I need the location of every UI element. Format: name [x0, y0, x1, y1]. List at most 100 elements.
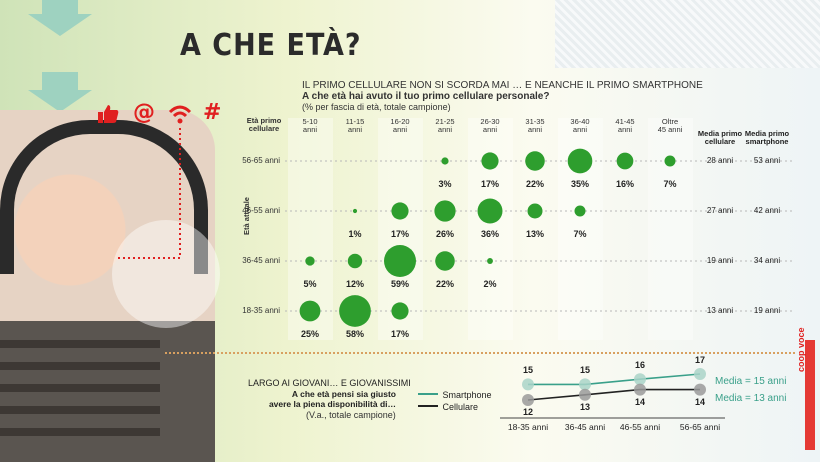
chart-question: A che età hai avuto il tuo primo cellula…	[302, 91, 550, 102]
chart-note: (% per fascia di età, totale campione)	[302, 102, 451, 112]
point-label: 16	[634, 360, 645, 371]
row-label: 36-45 anni	[242, 256, 280, 265]
column-header-line: Oltre	[661, 117, 679, 126]
column-header: 21-25 anni	[425, 118, 465, 134]
hashtag-icon: #	[203, 100, 222, 125]
media-cellulare: Media = 13 anni	[715, 393, 787, 404]
arrow-down-icon	[28, 72, 92, 112]
bubble	[567, 148, 593, 174]
bottom-question: A che età pensi sia giusto avere la pien…	[248, 389, 396, 409]
bubble	[384, 245, 416, 277]
series-point	[579, 388, 591, 401]
top-pattern	[555, 0, 820, 68]
column-header-line: anni	[572, 125, 588, 134]
point-label: 13	[579, 401, 590, 412]
bubble	[525, 151, 545, 171]
bubble-value: 12%	[345, 279, 364, 289]
legend-cellulare: Cellulare	[418, 397, 478, 415]
bubble	[391, 202, 409, 220]
bubble	[339, 295, 371, 327]
x-tick-label: 46-55 anni	[619, 422, 661, 432]
bubble-value: 22%	[525, 179, 544, 189]
media-cellulare-value: 27 anni	[706, 206, 734, 215]
point-label: 17	[694, 355, 705, 365]
column-header: 5-10 anni	[290, 118, 330, 134]
column-header-line: 26-30	[480, 117, 500, 126]
at-icon: @	[133, 100, 155, 125]
bubble-value: 17%	[480, 179, 499, 189]
bubble-value: 16%	[615, 179, 634, 189]
bubble-value: 36%	[480, 229, 499, 239]
media-cellulare-value: 28 anni	[706, 156, 734, 165]
series-point	[634, 383, 646, 396]
bubble	[664, 155, 676, 167]
column-header-line: 16-20	[390, 117, 410, 126]
bubble	[574, 205, 586, 217]
legend-smartphone: Smartphone	[418, 385, 491, 403]
bubble	[527, 203, 543, 219]
average-header-line: Media primo	[744, 129, 790, 138]
series-line-smartphone	[528, 373, 701, 386]
bubble-value: 13%	[525, 229, 544, 239]
bubble	[487, 258, 493, 264]
brand-bar	[805, 340, 815, 450]
x-tick-label: 36-45 anni	[564, 422, 606, 432]
point-label: 15	[579, 365, 590, 376]
bubble	[391, 302, 409, 320]
bubble	[352, 208, 358, 214]
bubble-value: 2%	[483, 279, 497, 289]
column-header-line: 36-40	[570, 117, 590, 126]
bubble-value: 7%	[573, 229, 587, 239]
bubble-value: 26%	[435, 229, 454, 239]
highlight-circle	[112, 220, 220, 328]
media-cellulare-value: 19 anni	[706, 256, 734, 265]
bubble	[435, 251, 455, 271]
bubble	[299, 300, 321, 322]
bubble-value: 3%	[438, 179, 452, 189]
section-divider	[165, 352, 795, 354]
column-header: 31-35 anni	[515, 118, 555, 134]
bubble-value: 1%	[348, 229, 362, 239]
media-smartphone-value: 34 anni	[753, 256, 781, 265]
series-point	[694, 368, 706, 380]
thumbs-up-icon	[98, 104, 120, 130]
media-cellulare-value: 13 anni	[706, 306, 734, 315]
column-header-line: 31-35	[525, 117, 545, 126]
bubble-value: 17%	[390, 229, 409, 239]
column-header-line: anni	[527, 125, 543, 134]
column-axis-label: Età primo cellulare	[246, 116, 282, 133]
bubble-value: 58%	[345, 329, 364, 339]
x-tick-label: 56-65 anni	[679, 422, 721, 432]
x-tick-label: 18-35 anni	[507, 422, 549, 432]
legend-cellulare-swatch	[418, 404, 438, 407]
point-label: 15	[522, 365, 533, 376]
series-point	[634, 373, 646, 386]
legend-smartphone-swatch	[418, 392, 438, 395]
series-point	[522, 378, 534, 391]
bubble	[441, 157, 449, 165]
series-point	[522, 394, 534, 406]
point-label: 14	[694, 396, 705, 407]
row-label: 56-65 anni	[242, 156, 280, 165]
average-header-line: cellulare	[704, 137, 736, 146]
column-header-line: 45 anni	[657, 125, 683, 134]
bubble	[616, 152, 634, 170]
series-point	[579, 378, 591, 391]
bubble	[434, 200, 456, 222]
bubble-value: 7%	[663, 179, 677, 189]
column-header-line: anni	[347, 125, 363, 134]
column-header: 26-30 anni	[470, 118, 510, 134]
average-header-line: Media primo	[697, 129, 743, 138]
column-header-line: 41-45	[615, 117, 635, 126]
bubble	[347, 253, 363, 269]
bottom-title: LARGO AI GIOVANI… E GIOVANISSIMI	[248, 378, 411, 388]
series-line-cellulare	[527, 388, 700, 401]
row-label: 18-35 anni	[242, 306, 280, 315]
average-header: Media primo cellulare	[690, 130, 750, 146]
page-title: A CHE ETÀ?	[180, 28, 362, 63]
bubble-value: 22%	[435, 279, 454, 289]
column-header-line: anni	[302, 125, 318, 134]
bubble	[305, 256, 315, 266]
